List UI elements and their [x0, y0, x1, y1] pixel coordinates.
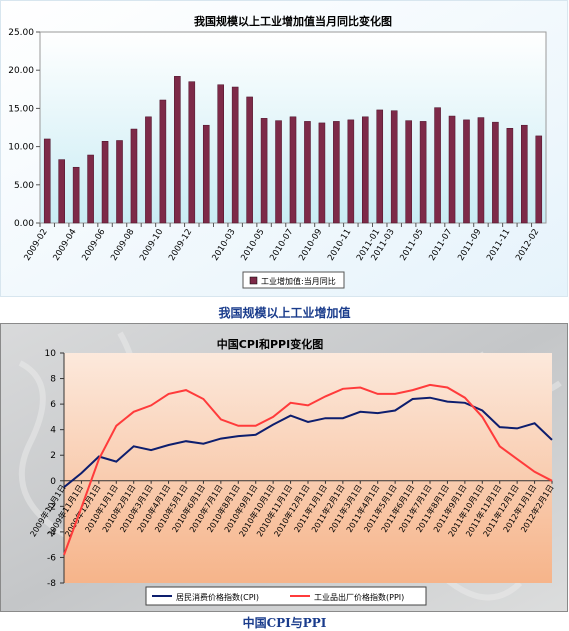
chart1-bar — [506, 128, 514, 224]
chart1-bar — [145, 116, 152, 224]
chart1-y-tick-label: 5.00 — [14, 181, 34, 191]
chart2-legend-cpi: 居民消费价格指数(CPI) — [176, 592, 259, 602]
industrial-output-chart: 我国规模以上工业增加值当月同比变化图 0.00 5.00 10.00 15.00 20.… — [0, 0, 568, 297]
chart1-y-tick-label: 15.00 — [8, 104, 34, 114]
chart1-bars — [43, 76, 543, 224]
chart1-bar — [275, 120, 282, 224]
chart2-y-tick-label: 4 — [50, 426, 56, 436]
chart1-bar — [361, 116, 369, 224]
chart2-y-tick-label: 2 — [50, 451, 56, 461]
chart1-bar — [289, 116, 297, 224]
chart1-legend-label: 工业增加值:当月同比 — [261, 276, 336, 286]
chart1-bar — [419, 121, 427, 224]
chart1-bar — [521, 124, 528, 224]
chart2-y-tick-label: -4 — [47, 528, 56, 538]
chart2-plot-area — [64, 353, 552, 583]
chart1-bar — [231, 86, 239, 224]
chart2-legend-ppi: 工业品出厂价格指数(PPI) — [314, 592, 404, 602]
chart1-bar — [87, 154, 94, 224]
chart1-y-tick-label: 0.00 — [14, 219, 34, 229]
chart1-bar — [43, 138, 51, 224]
chart2-title: 中国CPI和PPI变化图 — [217, 337, 323, 351]
chart1-y-tick-label: 25.00 — [8, 28, 34, 38]
chart1-bar — [260, 118, 268, 224]
chart1-bar — [246, 96, 253, 224]
chart1-bar — [202, 124, 210, 224]
chart2-y-tick-label: -2 — [47, 502, 56, 512]
chart2-line-ppi — [63, 383, 553, 556]
chart1-bar — [390, 110, 398, 224]
chart1-bar — [58, 159, 65, 224]
chart1-bar — [492, 121, 499, 224]
chart2-series — [63, 383, 553, 556]
chart2-y-tick-label: 8 — [50, 375, 56, 385]
chart2-y-tick-label: 0 — [50, 477, 56, 487]
chart1-bar — [72, 166, 80, 224]
chart2-y-tick-label: 6 — [50, 400, 56, 410]
chart1-bar — [188, 81, 196, 224]
chart1-bar — [405, 120, 412, 224]
chart1-legend-swatch — [249, 276, 258, 285]
chart2-y-tick-label: -8 — [47, 579, 56, 589]
chart1-bar — [159, 99, 167, 224]
chart1-bar — [174, 76, 181, 224]
chart1-bar — [116, 140, 123, 224]
chart1-y-axis: 0.00 5.00 10.00 15.00 20.00 25.00 — [8, 28, 40, 229]
chart1-bar — [463, 119, 470, 224]
chart1-bar — [217, 84, 225, 224]
chart1-bar — [333, 121, 340, 224]
chart2-caption: 中国CPI与PPI — [242, 616, 327, 630]
chart1-bar — [347, 119, 355, 224]
chart1-bar — [434, 107, 441, 224]
chart1-y-tick-label: 20.00 — [8, 66, 34, 76]
chart1-caption: 我国规模以上工业增加值 — [218, 306, 351, 320]
chart1-title: 我国规模以上工业增加值当月同比变化图 — [194, 14, 392, 28]
chart2-y-tick-label: 10 — [45, 349, 57, 359]
chart1-bar — [376, 109, 384, 224]
chart1-y-tick-label: 10.00 — [8, 143, 34, 153]
chart1-bar — [477, 117, 485, 224]
chart2-y-tick-label: -6 — [47, 553, 56, 563]
chart1-bar — [304, 121, 311, 224]
chart1-bar — [318, 122, 326, 224]
chart1-bar — [535, 135, 543, 224]
chart2-legend: 居民消费价格指数(CPI) 工业品出厂价格指数(PPI) — [145, 586, 427, 606]
chart1-bar — [130, 128, 138, 224]
chart1-legend: 工业增加值:当月同比 — [242, 271, 345, 289]
chart1-bar — [101, 141, 109, 224]
chart1-bar — [448, 115, 456, 224]
